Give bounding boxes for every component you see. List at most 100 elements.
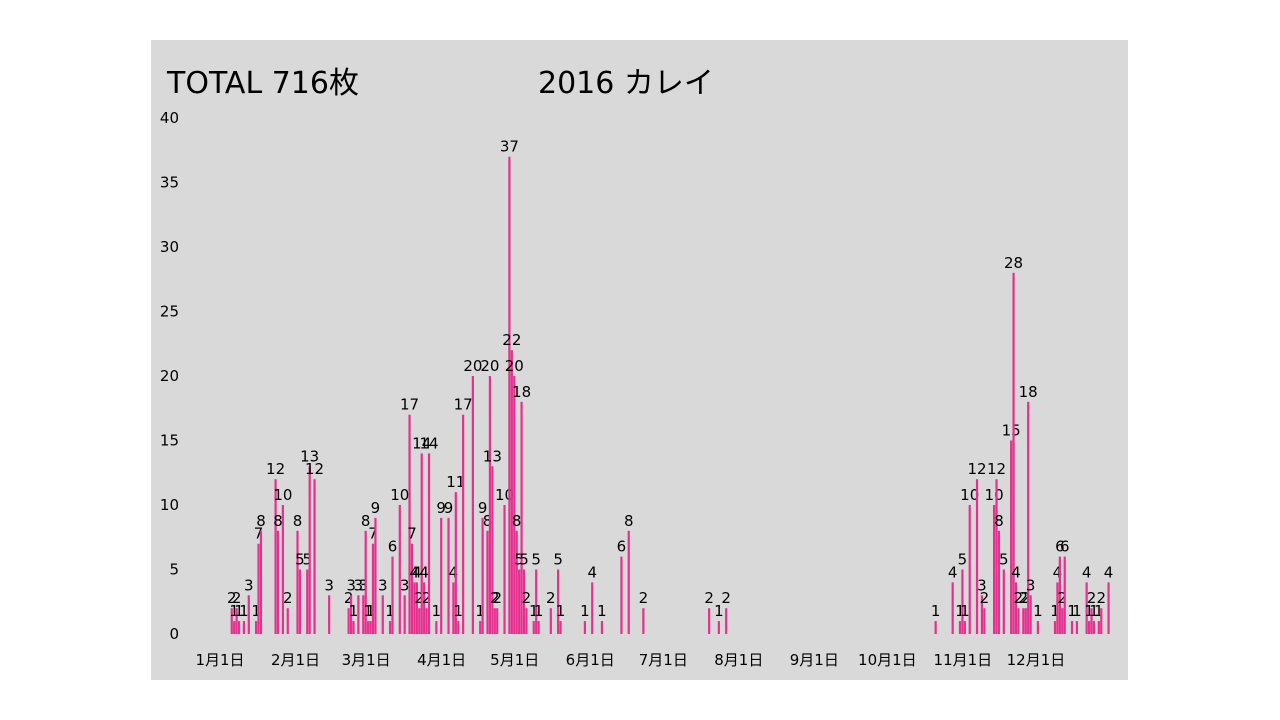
data-label: 1 (432, 602, 442, 620)
data-label: 2 (1058, 589, 1068, 607)
bar (1027, 401, 1030, 634)
y-tick-label: 10 (160, 496, 179, 514)
bar (510, 350, 513, 634)
data-label: 7 (368, 525, 378, 543)
data-label: 5 (958, 551, 968, 569)
bar (486, 530, 489, 634)
bar (367, 621, 370, 634)
bar (1010, 440, 1013, 634)
x-tick-label: 11月1日 (934, 651, 993, 669)
bar (349, 595, 353, 634)
data-label: 14 (412, 434, 431, 452)
bar (1100, 608, 1103, 634)
data-label: 5 (531, 551, 541, 569)
bar (415, 582, 418, 634)
data-label: 1 (475, 602, 485, 620)
data-label: 10 (985, 486, 1004, 504)
data-label: 3 (358, 576, 368, 594)
bar (557, 569, 560, 634)
bar (427, 453, 431, 634)
data-label: 2 (1014, 589, 1024, 607)
y-tick-label: 35 (160, 174, 179, 192)
bar (276, 530, 280, 634)
bar (381, 595, 384, 634)
bar (371, 543, 375, 634)
data-label: 22 (502, 331, 521, 349)
bar (298, 569, 302, 634)
bar (281, 505, 284, 634)
bar (388, 621, 392, 634)
data-label: 8 (994, 512, 1004, 530)
bar (1107, 582, 1110, 634)
x-tick-label: 2月1日 (271, 651, 320, 669)
bar (440, 517, 443, 634)
bar (559, 621, 562, 634)
data-label: 1 (349, 602, 359, 620)
bar (274, 479, 277, 634)
data-label: 2 (490, 589, 500, 607)
bar (488, 376, 492, 634)
bar (513, 376, 516, 634)
bar (1014, 582, 1018, 634)
data-label: 1 (1050, 602, 1060, 620)
data-label: 12 (987, 460, 1006, 478)
bar (963, 621, 966, 634)
data-label: 3 (244, 576, 254, 594)
bar (369, 621, 372, 634)
bar (462, 414, 465, 634)
data-label: 1 (529, 602, 539, 620)
data-label: 12 (266, 460, 285, 478)
data-label: 7 (254, 525, 264, 543)
data-label: 1 (960, 602, 970, 620)
data-label: 2 (283, 589, 293, 607)
bar (313, 479, 316, 634)
bar (951, 582, 954, 634)
data-label: 8 (273, 512, 283, 530)
bar (1063, 556, 1066, 634)
data-label: 2 (415, 589, 425, 607)
data-label: 8 (256, 512, 266, 530)
data-label: 4 (412, 563, 422, 581)
data-label: 3 (378, 576, 388, 594)
data-label: 20 (463, 357, 482, 375)
bar (537, 621, 540, 634)
data-label: 2 (232, 589, 242, 607)
data-label: 4 (587, 563, 597, 581)
data-label: 12 (305, 460, 324, 478)
data-label: 2 (492, 589, 502, 607)
bar (997, 530, 1001, 634)
bar (725, 608, 728, 634)
x-tick-label: 7月1日 (639, 651, 688, 669)
bar (496, 608, 499, 634)
data-label: 11 (446, 473, 465, 491)
bar (418, 608, 421, 634)
data-label: 2 (704, 589, 714, 607)
data-label: 2 (721, 589, 731, 607)
bar (958, 621, 962, 634)
bar (237, 621, 241, 634)
data-label: 8 (293, 512, 303, 530)
data-label: 3 (346, 576, 356, 594)
data-label: 6 (1055, 538, 1065, 556)
bar (1085, 582, 1088, 634)
data-label: 1 (597, 602, 607, 620)
bar (508, 156, 511, 634)
x-tick-label: 1月1日 (195, 651, 244, 669)
bar (425, 608, 428, 634)
data-label: 1 (1089, 602, 1099, 620)
data-label: 1 (385, 602, 395, 620)
bar (522, 569, 526, 634)
bar (1017, 608, 1020, 634)
data-label: 8 (512, 512, 522, 530)
data-label: 1 (580, 602, 590, 620)
data-label: 20 (505, 357, 524, 375)
data-label: 1 (239, 602, 249, 620)
y-tick-label: 0 (169, 625, 179, 643)
data-label: 5 (295, 551, 305, 569)
bar (347, 608, 350, 634)
data-label: 28 (1004, 254, 1023, 272)
data-label: 9 (371, 499, 381, 517)
bar (286, 608, 289, 634)
bar (549, 608, 552, 634)
